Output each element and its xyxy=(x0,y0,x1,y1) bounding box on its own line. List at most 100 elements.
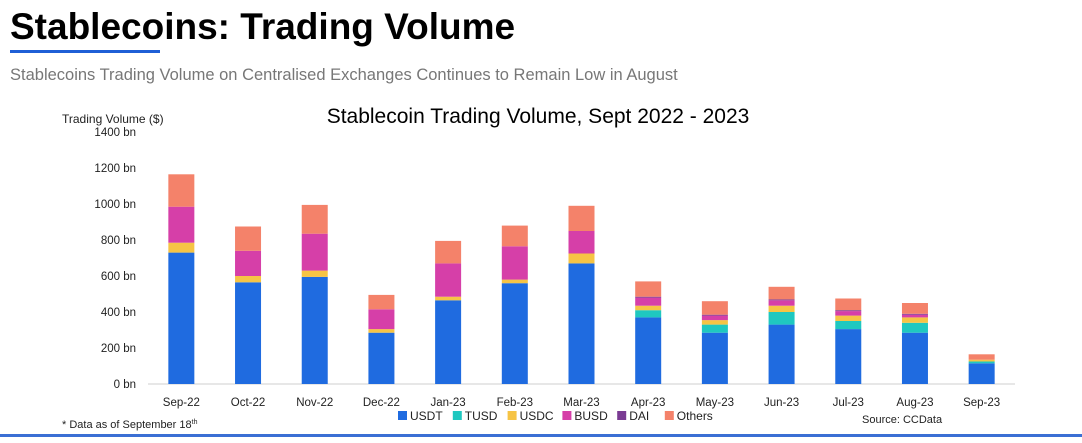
bar-usdt-nov-22 xyxy=(301,276,328,384)
bar-usdt-sep-22 xyxy=(168,252,195,384)
bar-busd-may-23 xyxy=(701,315,728,321)
bar-usdc-jan-23 xyxy=(435,296,462,301)
y-tick-label: 1000 bn xyxy=(94,199,136,211)
bar-usdt-jan-23 xyxy=(435,300,462,384)
source-note: Source: CCData xyxy=(862,414,943,426)
x-tick-label: Aug-23 xyxy=(896,397,933,409)
stacked-bar-chart: Stablecoin Trading Volume, Sept 2022 - 2… xyxy=(62,105,1015,431)
x-tick-label: Oct-22 xyxy=(231,397,266,409)
bar-others-may-23 xyxy=(701,301,728,315)
x-axis-ticks: Sep-22 Oct-22 Nov-22 Dec-22 Jan-23 Feb-23 Mar-… xyxy=(163,397,1000,409)
bar-others-jul-23 xyxy=(835,298,862,311)
bar-usdt-sep-23 xyxy=(968,363,995,384)
bar-usdc-sep-22 xyxy=(168,242,195,253)
legend-label-others: Others xyxy=(677,409,713,423)
bar-busd-oct-22 xyxy=(235,250,262,276)
bar-usdc-aug-23 xyxy=(901,317,928,323)
bar-busd-jan-23 xyxy=(435,263,462,297)
bar-others-nov-22 xyxy=(301,204,328,234)
x-tick-label: Nov-22 xyxy=(296,397,333,409)
bar-busd-mar-23 xyxy=(568,231,595,254)
bar-others-dec-22 xyxy=(368,294,395,310)
y-tick-label: 200 bn xyxy=(101,343,136,355)
bar-busd-nov-22 xyxy=(301,233,328,271)
bar-dai-aug-23 xyxy=(901,313,928,315)
legend-label-dai: DAI xyxy=(629,409,649,423)
bar-dai-jun-23 xyxy=(768,299,795,301)
bar-usdt-dec-22 xyxy=(368,332,395,384)
bar-usdt-jul-23 xyxy=(835,329,862,384)
bar-usdt-may-23 xyxy=(701,332,728,384)
legend-label-busd: BUSD xyxy=(574,409,608,423)
bar-busd-apr-23 xyxy=(635,297,662,306)
bar-busd-jun-23 xyxy=(768,300,795,306)
bar-others-jun-23 xyxy=(768,286,795,300)
bar-tusd-may-23 xyxy=(701,324,728,333)
x-tick-label: Feb-23 xyxy=(497,397,533,409)
bar-usdc-sep-23 xyxy=(968,359,995,362)
bar-usdc-may-23 xyxy=(701,320,728,325)
x-tick-label: Mar-23 xyxy=(563,397,599,409)
title-underline xyxy=(10,50,160,53)
x-tick-label: Apr-23 xyxy=(631,397,666,409)
x-tick-label: Sep-23 xyxy=(963,397,1000,409)
bar-usdc-dec-22 xyxy=(368,329,395,333)
bar-usdt-feb-23 xyxy=(501,283,528,384)
bar-dai-apr-23 xyxy=(635,296,662,298)
footnote-superscript: th xyxy=(192,419,198,426)
legend-swatch-tusd xyxy=(452,411,462,420)
legend-swatch-busd xyxy=(562,411,572,420)
bar-usdc-apr-23 xyxy=(635,305,662,311)
x-tick-label: Dec-22 xyxy=(363,397,400,409)
bar-usdc-oct-22 xyxy=(235,276,262,283)
bar-others-sep-22 xyxy=(168,174,195,207)
y-tick-label: 0 bn xyxy=(114,379,136,391)
bar-busd-jul-23 xyxy=(835,311,862,316)
bar-busd-feb-23 xyxy=(501,246,528,280)
y-tick-label: 800 bn xyxy=(101,235,136,247)
bar-others-oct-22 xyxy=(235,226,262,251)
bar-dai-jul-23 xyxy=(835,310,862,312)
footnote: * Data as of September 18th xyxy=(62,419,198,431)
chart-title: Stablecoin Trading Volume, Sept 2022 - 2… xyxy=(327,105,750,128)
bar-others-feb-23 xyxy=(501,225,528,247)
bar-others-sep-23 xyxy=(968,354,995,360)
bar-busd-aug-23 xyxy=(901,314,928,318)
y-tick-label: 600 bn xyxy=(101,271,136,283)
bar-tusd-aug-23 xyxy=(901,322,928,333)
x-tick-label: Jan-23 xyxy=(431,397,466,409)
y-tick-label: 400 bn xyxy=(101,307,136,319)
bar-busd-dec-22 xyxy=(368,309,395,330)
bar-others-mar-23 xyxy=(568,205,595,231)
bar-usdt-mar-23 xyxy=(568,263,595,384)
x-tick-label: Sep-22 xyxy=(163,397,200,409)
bar-usdt-aug-23 xyxy=(901,332,928,384)
bar-dai-may-23 xyxy=(701,314,728,316)
bar-tusd-sep-23 xyxy=(968,361,995,364)
x-tick-label: Jul-23 xyxy=(833,397,864,409)
bar-usdc-mar-23 xyxy=(568,253,595,264)
bar-others-apr-23 xyxy=(635,281,662,297)
bar-tusd-apr-23 xyxy=(635,310,662,318)
bar-usdc-jun-23 xyxy=(768,305,795,312)
bar-usdt-jun-23 xyxy=(768,324,795,384)
legend-swatch-dai xyxy=(617,411,627,420)
bar-others-jan-23 xyxy=(435,240,462,264)
bar-usdc-feb-23 xyxy=(501,279,528,284)
bar-tusd-jul-23 xyxy=(835,321,862,330)
y-tick-label: 1200 bn xyxy=(94,163,136,175)
x-tick-label: May-23 xyxy=(696,397,734,409)
bar-usdc-nov-22 xyxy=(301,270,328,277)
legend-label-usdt: USDT xyxy=(410,409,443,423)
footnote-text: * Data as of September 18 xyxy=(62,419,192,431)
legend-label-tusd: TUSD xyxy=(465,409,498,423)
x-tick-label: Jun-23 xyxy=(764,397,799,409)
bar-tusd-jun-23 xyxy=(768,312,795,325)
y-axis-label: Trading Volume ($) xyxy=(62,112,164,126)
bar-busd-sep-22 xyxy=(168,206,195,243)
bar-others-aug-23 xyxy=(901,303,928,314)
legend-swatch-usdt xyxy=(398,411,407,420)
legend-label-usdc: USDC xyxy=(520,409,554,423)
page-subtitle: Stablecoins Trading Volume on Centralise… xyxy=(10,66,678,84)
bar-usdc-jul-23 xyxy=(835,315,862,321)
